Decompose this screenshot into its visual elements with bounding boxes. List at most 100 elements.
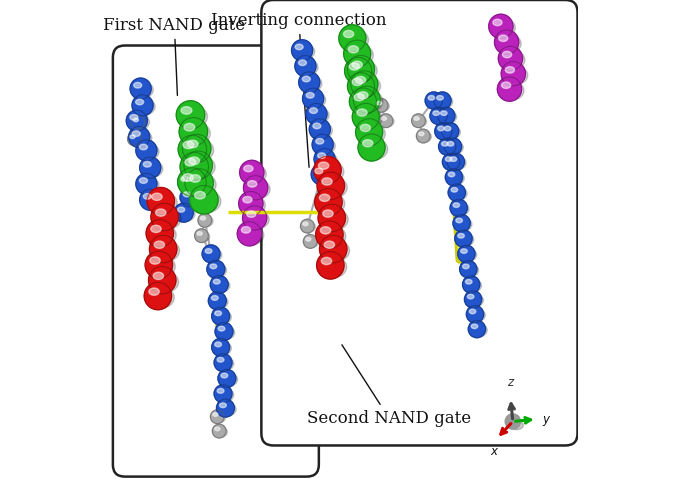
Ellipse shape (426, 95, 444, 109)
Ellipse shape (358, 91, 368, 99)
Circle shape (291, 40, 312, 61)
Circle shape (412, 114, 425, 127)
Circle shape (144, 282, 172, 310)
Ellipse shape (219, 372, 238, 387)
FancyBboxPatch shape (262, 0, 577, 445)
Circle shape (375, 99, 388, 112)
Circle shape (462, 276, 480, 293)
Circle shape (317, 172, 345, 200)
Ellipse shape (431, 110, 449, 124)
Circle shape (136, 140, 157, 161)
Circle shape (184, 151, 212, 180)
Ellipse shape (180, 140, 210, 162)
Ellipse shape (141, 193, 163, 209)
Ellipse shape (247, 181, 257, 187)
Circle shape (128, 126, 150, 148)
Ellipse shape (304, 91, 326, 108)
Ellipse shape (312, 167, 335, 184)
Ellipse shape (151, 193, 162, 200)
Ellipse shape (217, 388, 224, 393)
Circle shape (207, 260, 225, 278)
Ellipse shape (213, 426, 227, 437)
Circle shape (183, 134, 211, 163)
Ellipse shape (448, 156, 466, 170)
Circle shape (345, 57, 372, 84)
Ellipse shape (211, 278, 230, 293)
Ellipse shape (243, 196, 252, 203)
Ellipse shape (217, 357, 224, 362)
Circle shape (214, 385, 232, 403)
Ellipse shape (502, 51, 512, 58)
Circle shape (303, 88, 324, 109)
Ellipse shape (218, 326, 225, 331)
Ellipse shape (145, 287, 174, 308)
Ellipse shape (128, 134, 143, 145)
Ellipse shape (318, 256, 347, 278)
Ellipse shape (151, 240, 180, 262)
Circle shape (304, 235, 317, 248)
Ellipse shape (467, 308, 485, 322)
Ellipse shape (439, 141, 458, 155)
Ellipse shape (195, 192, 206, 199)
Ellipse shape (439, 110, 456, 124)
Circle shape (455, 230, 472, 247)
Circle shape (448, 153, 464, 171)
Ellipse shape (315, 152, 337, 169)
Ellipse shape (178, 105, 208, 128)
Circle shape (318, 204, 345, 232)
Circle shape (240, 160, 264, 184)
Ellipse shape (315, 168, 322, 174)
Ellipse shape (187, 140, 198, 148)
Circle shape (126, 110, 147, 131)
Ellipse shape (241, 227, 251, 233)
Ellipse shape (322, 178, 332, 185)
Ellipse shape (203, 248, 222, 262)
Ellipse shape (445, 141, 463, 155)
Ellipse shape (130, 130, 152, 147)
Circle shape (316, 251, 344, 279)
Ellipse shape (493, 19, 502, 26)
Ellipse shape (185, 156, 215, 178)
Circle shape (140, 157, 161, 178)
Ellipse shape (435, 95, 453, 109)
Ellipse shape (293, 43, 315, 60)
Ellipse shape (307, 107, 329, 124)
Ellipse shape (469, 323, 487, 337)
Circle shape (195, 229, 208, 242)
Ellipse shape (435, 125, 454, 139)
Ellipse shape (241, 164, 266, 183)
Ellipse shape (195, 231, 210, 242)
Ellipse shape (150, 271, 178, 293)
Ellipse shape (352, 61, 362, 68)
Circle shape (349, 88, 377, 115)
Ellipse shape (221, 373, 228, 378)
Circle shape (498, 46, 523, 70)
Ellipse shape (136, 99, 143, 105)
Circle shape (320, 235, 347, 263)
Circle shape (237, 222, 262, 246)
Circle shape (435, 123, 452, 140)
Ellipse shape (346, 62, 375, 83)
Circle shape (146, 219, 174, 247)
Circle shape (190, 185, 218, 214)
Ellipse shape (134, 82, 142, 88)
Circle shape (352, 103, 379, 130)
Ellipse shape (352, 78, 362, 85)
Ellipse shape (310, 122, 333, 139)
Ellipse shape (506, 67, 514, 73)
Ellipse shape (215, 356, 234, 371)
Circle shape (215, 322, 233, 341)
Circle shape (140, 189, 161, 210)
Ellipse shape (349, 63, 360, 70)
Ellipse shape (302, 76, 310, 82)
Ellipse shape (443, 156, 462, 170)
Ellipse shape (210, 264, 217, 269)
Ellipse shape (451, 187, 458, 192)
Ellipse shape (139, 178, 147, 183)
Circle shape (356, 119, 383, 146)
Text: y: y (543, 412, 550, 426)
Ellipse shape (127, 114, 149, 130)
Ellipse shape (456, 233, 474, 247)
Ellipse shape (215, 342, 222, 347)
Ellipse shape (442, 125, 460, 139)
